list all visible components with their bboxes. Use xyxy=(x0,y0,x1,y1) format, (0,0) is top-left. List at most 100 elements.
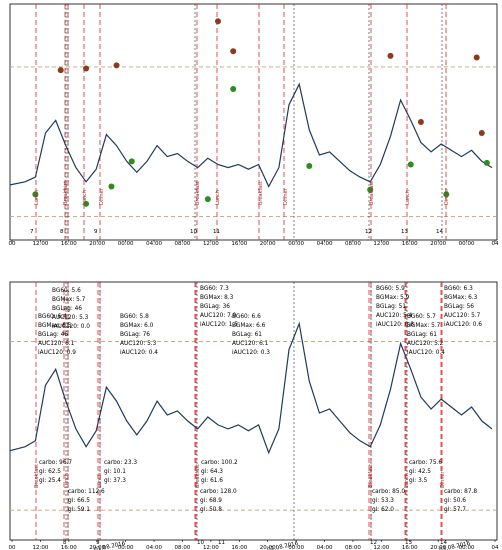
stats-annotation: AUC120: 5.7 xyxy=(444,313,481,319)
day-number-label: 12 xyxy=(370,540,377,546)
meal-type-label: Lunch xyxy=(404,473,410,488)
stats-annotation: iAUC120: 0.6 xyxy=(444,322,482,328)
stats-annotation: BG60: 5.7 xyxy=(407,314,436,320)
meal-type-label: Dinner xyxy=(444,187,450,205)
meal-peak-point xyxy=(473,54,480,61)
meal-type-label: Breakfast xyxy=(195,464,201,488)
stats-annotation: BGLag: 61 xyxy=(407,332,437,338)
x-tick-label: 20:00 xyxy=(89,241,105,247)
meal-peak-point xyxy=(478,130,485,137)
meal-peak-point xyxy=(113,62,120,69)
x-tick-label: 20:00 xyxy=(89,545,105,550)
meal-start-point xyxy=(367,186,374,193)
x-tick-label: 08:00 xyxy=(175,545,191,550)
stats-annotation: BG60: 5.9 xyxy=(376,286,405,292)
carbo-annotation: gi: 42.5 xyxy=(409,469,431,475)
meal-peak-point xyxy=(214,18,221,25)
x-tick-label: 16:00 xyxy=(402,241,418,247)
bottom-panel: Breakfast Lunch Lunch Breakfast Breakfast Lun… xyxy=(9,281,499,550)
day-number-label: 12 xyxy=(365,229,372,235)
stats-annotation: BGMax: 8.3 xyxy=(200,295,234,301)
date-label: 03.08.2016 xyxy=(439,541,472,550)
day-number-label: 13 xyxy=(405,540,412,546)
stats-annotation: iAUC120: 0.4 xyxy=(120,350,158,356)
stats-annotation: BG60: 5.8 xyxy=(120,314,149,320)
x-tick-label: 12:00 xyxy=(373,545,389,550)
meal-type-label: Breakfast xyxy=(63,181,69,205)
x-tick-label: 00:00 xyxy=(288,545,304,550)
stats-annotation: BGLag: 61 xyxy=(232,332,262,338)
x-tick-label: 04:00 xyxy=(146,545,162,550)
carbo-annotation: gl: 25.4 xyxy=(39,478,61,484)
x-tick-label: 00:00 xyxy=(288,241,304,247)
stats-annotation: BG60: 6.4 xyxy=(38,314,67,320)
day-number-label: 8 xyxy=(60,229,64,235)
day-number-label: 11 xyxy=(218,540,225,546)
meal-type-label: Lunch xyxy=(215,190,221,205)
carbo-annotation: carbo: 100.2 xyxy=(201,460,238,466)
x-tick-label: 04 xyxy=(492,545,499,550)
stats-annotation: BGLag: 56 xyxy=(444,304,474,310)
x-tick-label: 00 xyxy=(9,241,16,247)
x-tick-label: 08:00 xyxy=(175,241,191,247)
stats-annotation: BG60: 6.3 xyxy=(444,286,473,292)
meal-type-label: Breakfast xyxy=(195,181,201,205)
x-tick-label: 00:00 xyxy=(459,545,475,550)
meal-type-label: Lunch xyxy=(97,473,103,488)
carbo-annotation: gi: 62.5 xyxy=(39,469,61,475)
carbo-annotation: gi: 53.3 xyxy=(372,498,394,504)
stats-annotation: AUC120: 5.2 xyxy=(407,341,444,347)
x-tick-label: 08:00 xyxy=(345,241,361,247)
day-number-label: 9 xyxy=(96,540,100,546)
carbo-annotation: gi: 66.5 xyxy=(68,498,90,504)
meal-start-point xyxy=(483,159,490,166)
stats-annotation: iAUC120: 0.3 xyxy=(232,350,270,356)
glucose-series-line xyxy=(9,82,493,188)
meal-type-label: Lunch xyxy=(34,190,40,205)
day-number-label: 10 xyxy=(197,540,204,546)
stats-annotation: BGMax: 6.6 xyxy=(232,323,266,329)
stats-annotation: iAUC120: 0.8 xyxy=(376,322,414,328)
carbo-annotation: carbo: 87.8 xyxy=(444,489,477,495)
x-tick-label: 20:00 xyxy=(430,545,446,550)
meal-start-point xyxy=(204,196,211,203)
top-panel: Lunch Breakfast Lunch Dinner Breakfast Lunch B… xyxy=(9,3,499,247)
carbo-annotation: gi: 68.9 xyxy=(200,498,222,504)
stats-annotation: BGMax: 6.0 xyxy=(120,323,154,329)
meal-type-label: Breakfast xyxy=(368,464,374,488)
stats-annotation: BGLag: 76 xyxy=(120,332,150,338)
day-number-label: 8 xyxy=(63,540,67,546)
x-tick-label: 04:00 xyxy=(317,545,333,550)
x-tick-label: 16:00 xyxy=(231,241,247,247)
carbo-annotation: gl: 57.7 xyxy=(444,507,466,513)
meal-peak-point xyxy=(83,65,90,72)
x-tick-label: 16:00 xyxy=(402,545,418,550)
x-tick-label: 00:00 xyxy=(118,241,134,247)
stats-annotation: BGMax: 6.5 xyxy=(38,323,72,329)
meal-peak-point xyxy=(230,48,237,55)
carbo-annotation: gl: 50.8 xyxy=(200,507,222,513)
stats-annotation: BGMax: 5.7 xyxy=(407,323,441,329)
day-number-label: 11 xyxy=(213,229,220,235)
meal-type-label: Breakfast xyxy=(369,181,375,205)
meal-type-label: Breakfast xyxy=(258,181,264,205)
x-tick-label: 16:00 xyxy=(231,545,247,550)
carbo-annotation: gl: 61.6 xyxy=(201,478,223,484)
meal-start-point xyxy=(407,161,414,168)
x-tick-label: 12:00 xyxy=(373,241,389,247)
carbo-annotation: gl: 62.0 xyxy=(372,507,394,513)
stats-annotation: AUC120: 5.3 xyxy=(120,341,157,347)
x-tick-label: 16:00 xyxy=(61,545,77,550)
x-tick-label: 00 xyxy=(9,545,16,550)
x-tick-label: 16:00 xyxy=(61,241,77,247)
glucose-series-line xyxy=(9,321,493,455)
carbo-annotation: gi: 50.6 xyxy=(444,498,466,504)
x-tick-label: 04:00 xyxy=(317,241,333,247)
plot-frame xyxy=(9,281,498,541)
meal-type-label: Lunch xyxy=(82,190,88,205)
carbo-annotation: carbo: 112.6 xyxy=(68,489,105,495)
x-tick-label: 00:00 xyxy=(118,545,134,550)
meal-start-point xyxy=(32,191,39,198)
carbo-annotation: carbo: 85.0 xyxy=(372,489,405,495)
x-tick-label: 12:00 xyxy=(203,545,219,550)
